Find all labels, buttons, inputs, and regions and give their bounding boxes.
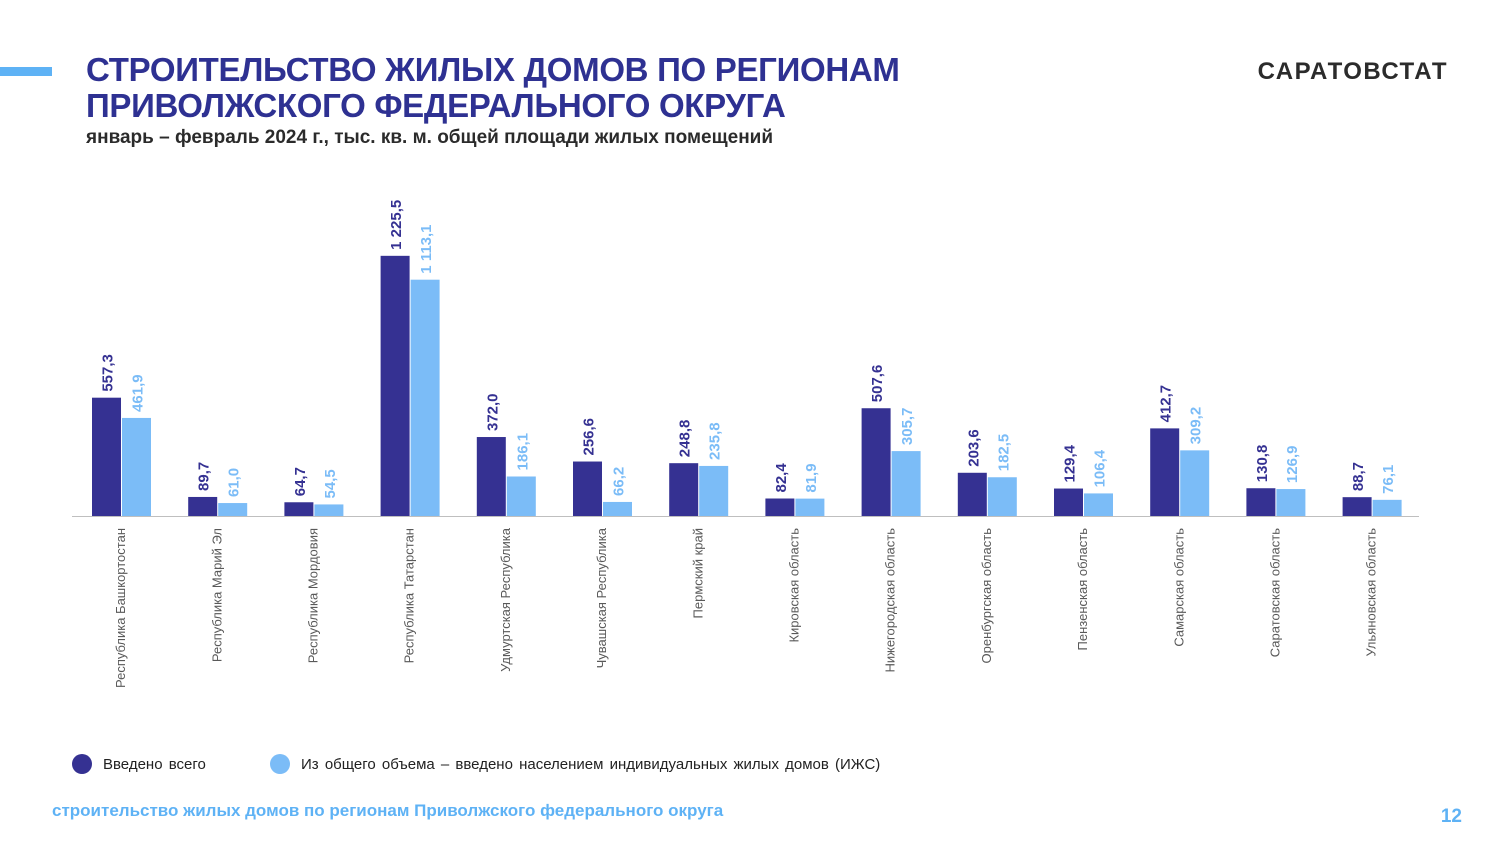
bar-izhs [218, 503, 248, 516]
bar-total [380, 255, 410, 516]
category-label: Пензенская область [1075, 528, 1090, 651]
page-title-line-1: СТРОИТЕЛЬСТВО ЖИЛЫХ ДОМОВ ПО РЕГИОНАМ [86, 51, 900, 88]
data-label-total: 507,6 [869, 365, 886, 403]
data-label-total: 82,4 [773, 463, 790, 493]
data-label-izhs: 182,5 [995, 434, 1012, 472]
legend-label-total: Введено всего [103, 755, 206, 773]
bar-izhs [987, 477, 1017, 516]
category-label: Республика Мордовия [306, 528, 321, 663]
bar-total [957, 472, 987, 516]
data-label-total: 557,3 [100, 354, 117, 392]
bar-total [1342, 497, 1372, 516]
data-label-total: 129,4 [1062, 444, 1079, 482]
data-label-izhs: 309,2 [1188, 407, 1205, 445]
bar-izhs [506, 476, 536, 516]
bar-izhs [1372, 499, 1402, 516]
data-label-total: 248,8 [677, 420, 694, 458]
data-label-total: 89,7 [196, 462, 213, 491]
data-label-total: 372,0 [484, 393, 501, 431]
bar-izhs [314, 504, 344, 516]
category-label: Саратовская область [1268, 528, 1283, 657]
page-subtitle: январь – февраль 2024 г., тыс. кв. м. об… [86, 127, 774, 148]
category-label: Республика Башкортостан [113, 528, 128, 688]
data-label-total: 130,8 [1254, 445, 1271, 483]
bar-chart: 557,3 461,9 Республика Башкортостан 89,7 61,… [72, 200, 1419, 688]
data-label-total: 256,6 [581, 418, 598, 456]
data-label-izhs: 66,2 [611, 467, 628, 496]
bar-total [188, 496, 218, 516]
data-label-izhs: 461,9 [130, 374, 147, 412]
bar-izhs [410, 279, 440, 516]
data-label-izhs: 61,0 [226, 468, 243, 497]
data-label-izhs: 1 113,1 [418, 224, 435, 273]
bar-total [284, 502, 314, 516]
data-label-izhs: 81,9 [803, 463, 820, 492]
bar-izhs [603, 501, 632, 516]
category-label: Чувашская Республика [594, 527, 609, 668]
data-label-total: 412,7 [1158, 385, 1175, 423]
bar-total [765, 498, 795, 516]
brand-logo-text: САРАТОВСТАТ [1257, 58, 1448, 85]
bar-total [861, 408, 891, 516]
bar-izhs [1084, 493, 1113, 516]
bar-total [476, 437, 506, 516]
bar-izhs [795, 498, 825, 516]
legend-label-izhs: Из общего объема – введено населением ин… [301, 755, 881, 773]
bar-total [573, 461, 602, 516]
data-label-izhs: 76,1 [1380, 465, 1397, 494]
data-label-total: 64,7 [292, 467, 309, 496]
bar-total [1150, 428, 1180, 516]
data-label-total: 1 225,5 [388, 200, 405, 250]
bar-izhs [891, 451, 921, 516]
data-label-izhs: 305,7 [899, 408, 916, 446]
legend-item-total: Введено всего [72, 754, 206, 774]
category-label: Пермский край [690, 528, 705, 618]
legend-item-izhs: Из общего объема – введено населением ин… [270, 754, 880, 774]
category-label: Оренбургская область [979, 528, 994, 664]
category-label: Республика Марий Эл [209, 528, 224, 662]
bar-izhs [1180, 450, 1210, 516]
category-label: Ульяновская область [1364, 528, 1379, 657]
page-title: СТРОИТЕЛЬСТВО ЖИЛЫХ ДОМОВ ПО РЕГИОНАМ ПР… [86, 52, 900, 124]
data-label-total: 88,7 [1350, 462, 1367, 491]
page-title-line-2: ПРИВОЛЖСКОГО ФЕДЕРАЛЬНОГО ОКРУГА [86, 87, 786, 124]
bar-izhs [122, 417, 151, 516]
bar-izhs [699, 465, 729, 516]
bar-total [92, 397, 121, 516]
bar-total [1246, 488, 1276, 516]
data-label-izhs: 235,8 [707, 422, 724, 460]
category-label: Нижегородская область [883, 528, 898, 673]
data-label-izhs: 106,4 [1092, 449, 1109, 487]
category-label: Кировская область [787, 528, 802, 643]
data-label-izhs: 126,9 [1284, 446, 1301, 484]
bar-total [1054, 488, 1083, 516]
data-label-izhs: 54,5 [322, 469, 339, 498]
category-label: Удмуртская Республика [498, 527, 513, 672]
bar-total [669, 463, 699, 516]
header-accent-bar [0, 67, 52, 76]
legend-swatch-izhs [270, 754, 290, 774]
data-label-total: 203,6 [965, 429, 982, 467]
page-number: 12 [1440, 806, 1462, 827]
data-label-izhs: 186,1 [514, 433, 531, 471]
bar-izhs [1276, 489, 1306, 516]
legend-swatch-total [72, 754, 92, 774]
footer-caption: строительство жилых домов по регионам Пр… [52, 801, 724, 820]
category-label: Самарская область [1171, 528, 1186, 647]
category-label: Республика Татарстан [402, 528, 417, 663]
